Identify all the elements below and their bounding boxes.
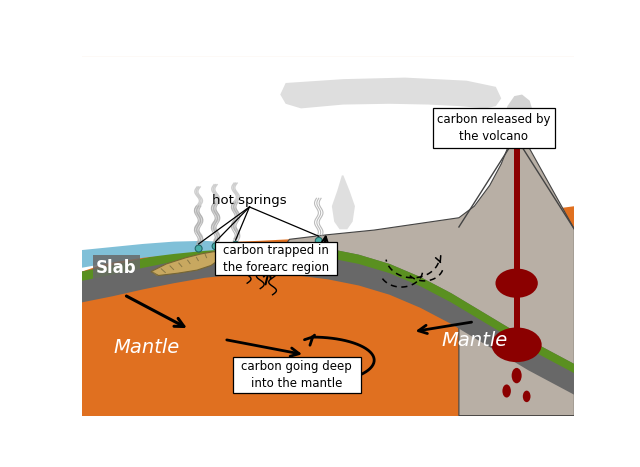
Circle shape [212, 243, 219, 250]
Ellipse shape [495, 269, 538, 298]
Polygon shape [82, 56, 575, 272]
FancyBboxPatch shape [433, 108, 555, 149]
Polygon shape [82, 56, 575, 416]
Polygon shape [513, 268, 520, 329]
Polygon shape [280, 78, 501, 108]
Circle shape [195, 245, 202, 252]
FancyBboxPatch shape [232, 357, 361, 393]
Ellipse shape [502, 384, 511, 397]
FancyBboxPatch shape [215, 242, 337, 275]
Text: carbon released by
the volcano: carbon released by the volcano [436, 113, 550, 143]
Circle shape [232, 241, 239, 248]
Polygon shape [504, 94, 533, 139]
Circle shape [316, 237, 322, 244]
Text: Mantle: Mantle [114, 338, 180, 357]
Ellipse shape [523, 390, 531, 402]
Ellipse shape [492, 327, 541, 362]
Text: Mantle: Mantle [441, 332, 508, 350]
Text: hot springs: hot springs [212, 194, 287, 207]
Text: carbon going deep
into the mantle: carbon going deep into the mantle [241, 360, 352, 390]
Polygon shape [513, 145, 520, 268]
Polygon shape [82, 243, 575, 395]
Polygon shape [82, 241, 216, 268]
Polygon shape [151, 252, 220, 276]
Ellipse shape [511, 368, 522, 383]
Polygon shape [282, 139, 575, 416]
Polygon shape [82, 243, 575, 373]
Polygon shape [332, 176, 355, 229]
Text: carbon trapped in
the forearc region: carbon trapped in the forearc region [223, 244, 329, 274]
Text: Slab: Slab [96, 259, 136, 277]
